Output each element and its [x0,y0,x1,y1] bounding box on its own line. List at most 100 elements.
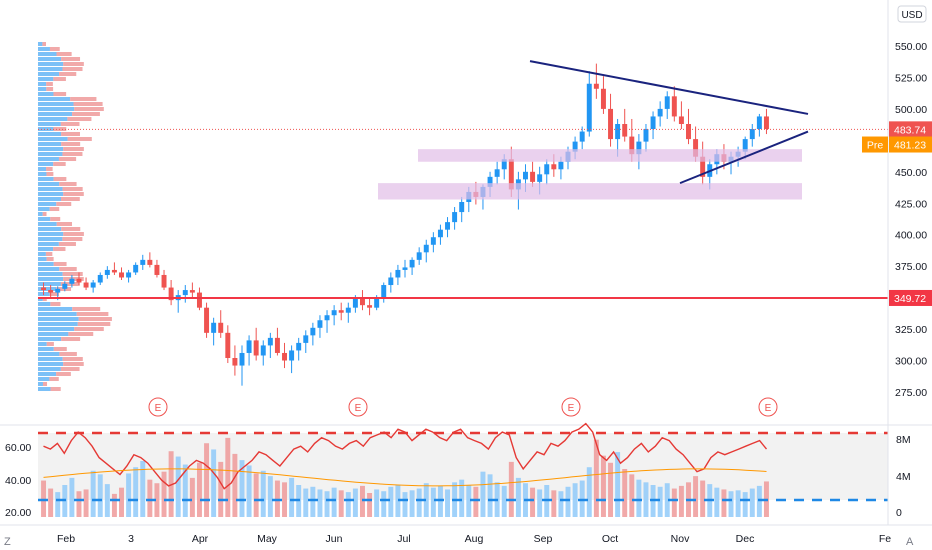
candle-body [600,88,606,109]
volume-bar [97,474,103,517]
volume-profile-bar [38,382,43,386]
volume-bar [55,492,61,517]
candle-body [90,282,96,288]
volume-bar [338,490,344,517]
candle-body [345,307,351,313]
volume-profile-bar [46,172,54,176]
volume-profile-bar [46,82,53,86]
volume-profile-bar [50,387,61,391]
volume-profile-bar [38,52,57,56]
y-tick-label: 450.00 [895,167,927,179]
candle-body [289,350,295,361]
volume-bar [466,485,472,517]
volume-bar [161,471,167,517]
volume-bar [204,443,210,517]
volume-profile-bar [50,302,61,306]
volume-tick-label: 0 [896,507,902,519]
volume-profile-bar [56,222,73,226]
volume-bar [48,488,54,517]
volume-profile-bar [38,212,43,216]
volume-bar [572,483,578,517]
volume-profile-bar [63,362,84,366]
candle-body [530,171,536,182]
volume-profile-bar [38,312,77,316]
price-tag-box [889,136,932,153]
candle-body [409,259,415,268]
volume-profile-bar [58,242,76,246]
candle-body [225,332,231,358]
candle-body [296,342,302,351]
volume-profile-bar [38,192,64,196]
volume-profile-bar [59,267,77,271]
candle-body [133,264,139,273]
volume-bar [246,465,252,517]
oscillator-pane[interactable]: 20.00 40.00 60.00 0 4M 8M [0,422,932,519]
volume-bar [671,488,677,517]
volume-profile-bar [38,322,78,326]
auto-scale-button[interactable]: A [906,536,914,548]
volume-bar [189,477,195,517]
currency-badge[interactable]: USD [897,5,927,23]
volume-profile-bar [38,307,73,311]
volume-profile-bar [46,87,54,91]
candle-body [154,264,160,275]
candle-body [338,310,344,313]
volume-profile-bar [38,57,62,61]
volume-profile-bar [38,327,75,331]
svg-text:A: A [906,536,914,548]
volume-profile-bar [56,372,71,376]
earnings-label: E [155,403,162,414]
volume-profile-bar [38,297,43,301]
volume-profile-bar [60,122,80,126]
x-tick-label: Apr [192,533,209,545]
candle-body [657,108,663,117]
volume-profile-bar [70,97,97,101]
candle-body [204,307,210,333]
volume-profile-bar [38,232,64,236]
volume-profile-bar [42,382,48,386]
volume-profile-bar [38,337,62,341]
volume-bar [657,486,663,517]
volume-profile-bar [46,167,53,171]
volume-bar [69,477,75,517]
candle-body [253,340,259,356]
volume-profile-bar [38,42,43,46]
candle-body [324,315,330,321]
candle-body [693,139,699,157]
x-tick-label: Oct [602,533,618,545]
candle-body [182,290,188,296]
volume-profile-bar [56,287,72,291]
volume-profile-bar [53,347,67,351]
volume-bar [359,485,365,517]
volume-bar [196,462,202,517]
volume-profile-bar [38,152,63,156]
volume-bar [345,492,351,517]
volume-bar [437,485,443,517]
volume-profile-bar [53,177,67,181]
zoom-button[interactable]: Z [4,536,11,548]
volume-profile-bar [38,102,74,106]
upper-trendline [529,60,809,115]
x-tick-label: Jun [326,533,343,545]
volume-bar [551,490,557,517]
volume-bar [140,461,146,517]
volume-profile-bar [62,152,83,156]
volume-profile-bar [38,82,47,86]
volume-profile [38,42,112,391]
volume-profile-bar [38,112,73,116]
volume-profile-bar [38,282,61,286]
volume-bar [586,467,592,517]
volume-profile-bar [53,77,66,81]
volume-profile-bar [78,317,112,321]
volume-profile-bar [62,272,83,276]
y-tick-label: 400.00 [895,230,927,242]
candle-body [260,345,266,356]
volume-profile-bar [38,227,62,231]
earnings-circle [348,397,368,417]
volume-profile-bar [38,97,71,101]
volume-bar [593,439,599,517]
earnings-label: E [355,403,362,414]
y-tick-label: 300.00 [895,356,927,368]
earnings-marker: E [758,397,778,417]
volume-profile-bar [38,47,50,51]
